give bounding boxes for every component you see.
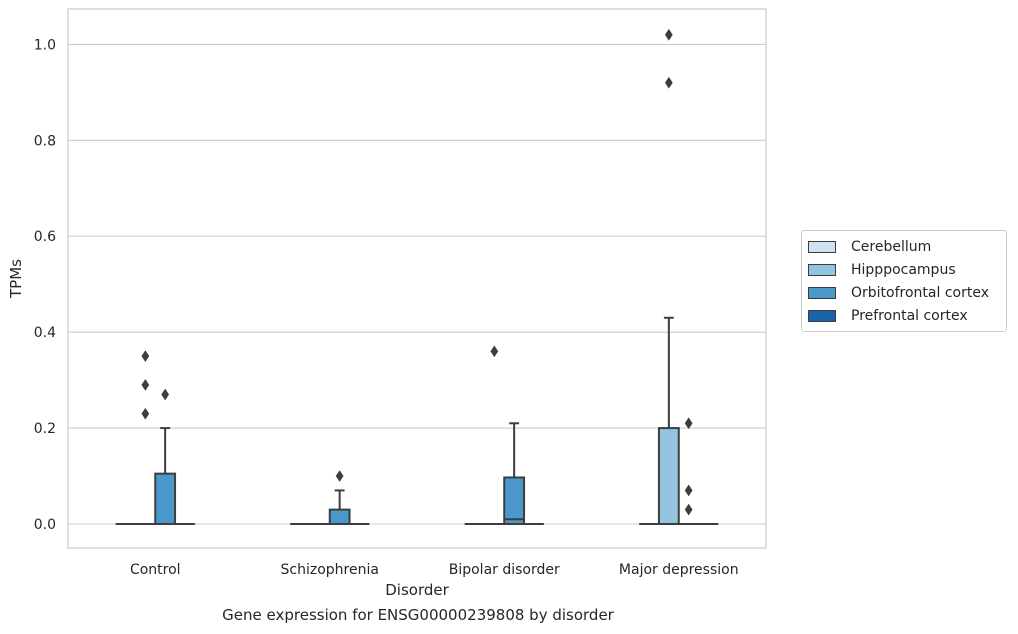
y-tick-label: 0.4 xyxy=(34,325,56,341)
y-tick-label: 1.0 xyxy=(34,37,56,53)
legend-swatch xyxy=(808,286,836,299)
outlier-point xyxy=(684,503,693,516)
legend-label: Orbitofrontal cortex xyxy=(851,284,989,301)
outlier-point xyxy=(141,378,150,391)
y-axis-label: TPMs xyxy=(7,259,25,299)
legend-label: Hipppocampus xyxy=(851,261,956,278)
box xyxy=(154,472,177,525)
box xyxy=(657,427,680,525)
tick-labels: 0.0 0.2 0.4 0.6 0.8 1.0 Control Schizophrenia Bi… xyxy=(34,37,739,578)
outlier-point xyxy=(684,417,693,430)
outlier-point xyxy=(664,76,673,89)
box-plot-layer xyxy=(115,28,719,525)
legend-label: Cerebellum xyxy=(851,238,932,255)
legend-swatch xyxy=(808,263,836,276)
x-axis-label: Disorder xyxy=(385,581,449,599)
box xyxy=(503,476,526,525)
chart-caption: Gene expression for ENSG00000239808 by d… xyxy=(222,606,614,624)
outlier-point xyxy=(490,345,499,358)
legend: Cerebellum Hipppocampus Orbitofrontal cort… xyxy=(801,230,1007,332)
y-tick-label: 0.0 xyxy=(34,517,56,533)
x-tick-label: Major depression xyxy=(619,562,739,578)
box xyxy=(328,508,351,525)
outlier-point xyxy=(141,407,150,420)
legend-swatch xyxy=(808,309,836,322)
legend-item: Cerebellum xyxy=(802,235,1006,258)
outlier-point xyxy=(684,484,693,497)
plot-frame xyxy=(67,8,767,549)
outlier-point xyxy=(335,470,344,482)
legend-swatch xyxy=(808,240,836,253)
x-tick-label: Control xyxy=(130,562,181,578)
x-tick-label: Bipolar disorder xyxy=(449,562,560,578)
legend-label: Prefrontal cortex xyxy=(851,307,968,324)
outlier-point xyxy=(161,388,170,401)
y-tick-label: 0.8 xyxy=(34,133,56,149)
legend-item: Orbitofrontal cortex xyxy=(802,281,1006,304)
legend-item: Prefrontal cortex xyxy=(802,304,1006,327)
outlier-point xyxy=(664,28,673,41)
y-tick-label: 0.2 xyxy=(34,421,56,437)
y-tick-label: 0.6 xyxy=(34,229,56,245)
outlier-point xyxy=(141,350,150,363)
legend-item: Hipppocampus xyxy=(802,258,1006,281)
x-tick-label: Schizophrenia xyxy=(281,562,379,578)
